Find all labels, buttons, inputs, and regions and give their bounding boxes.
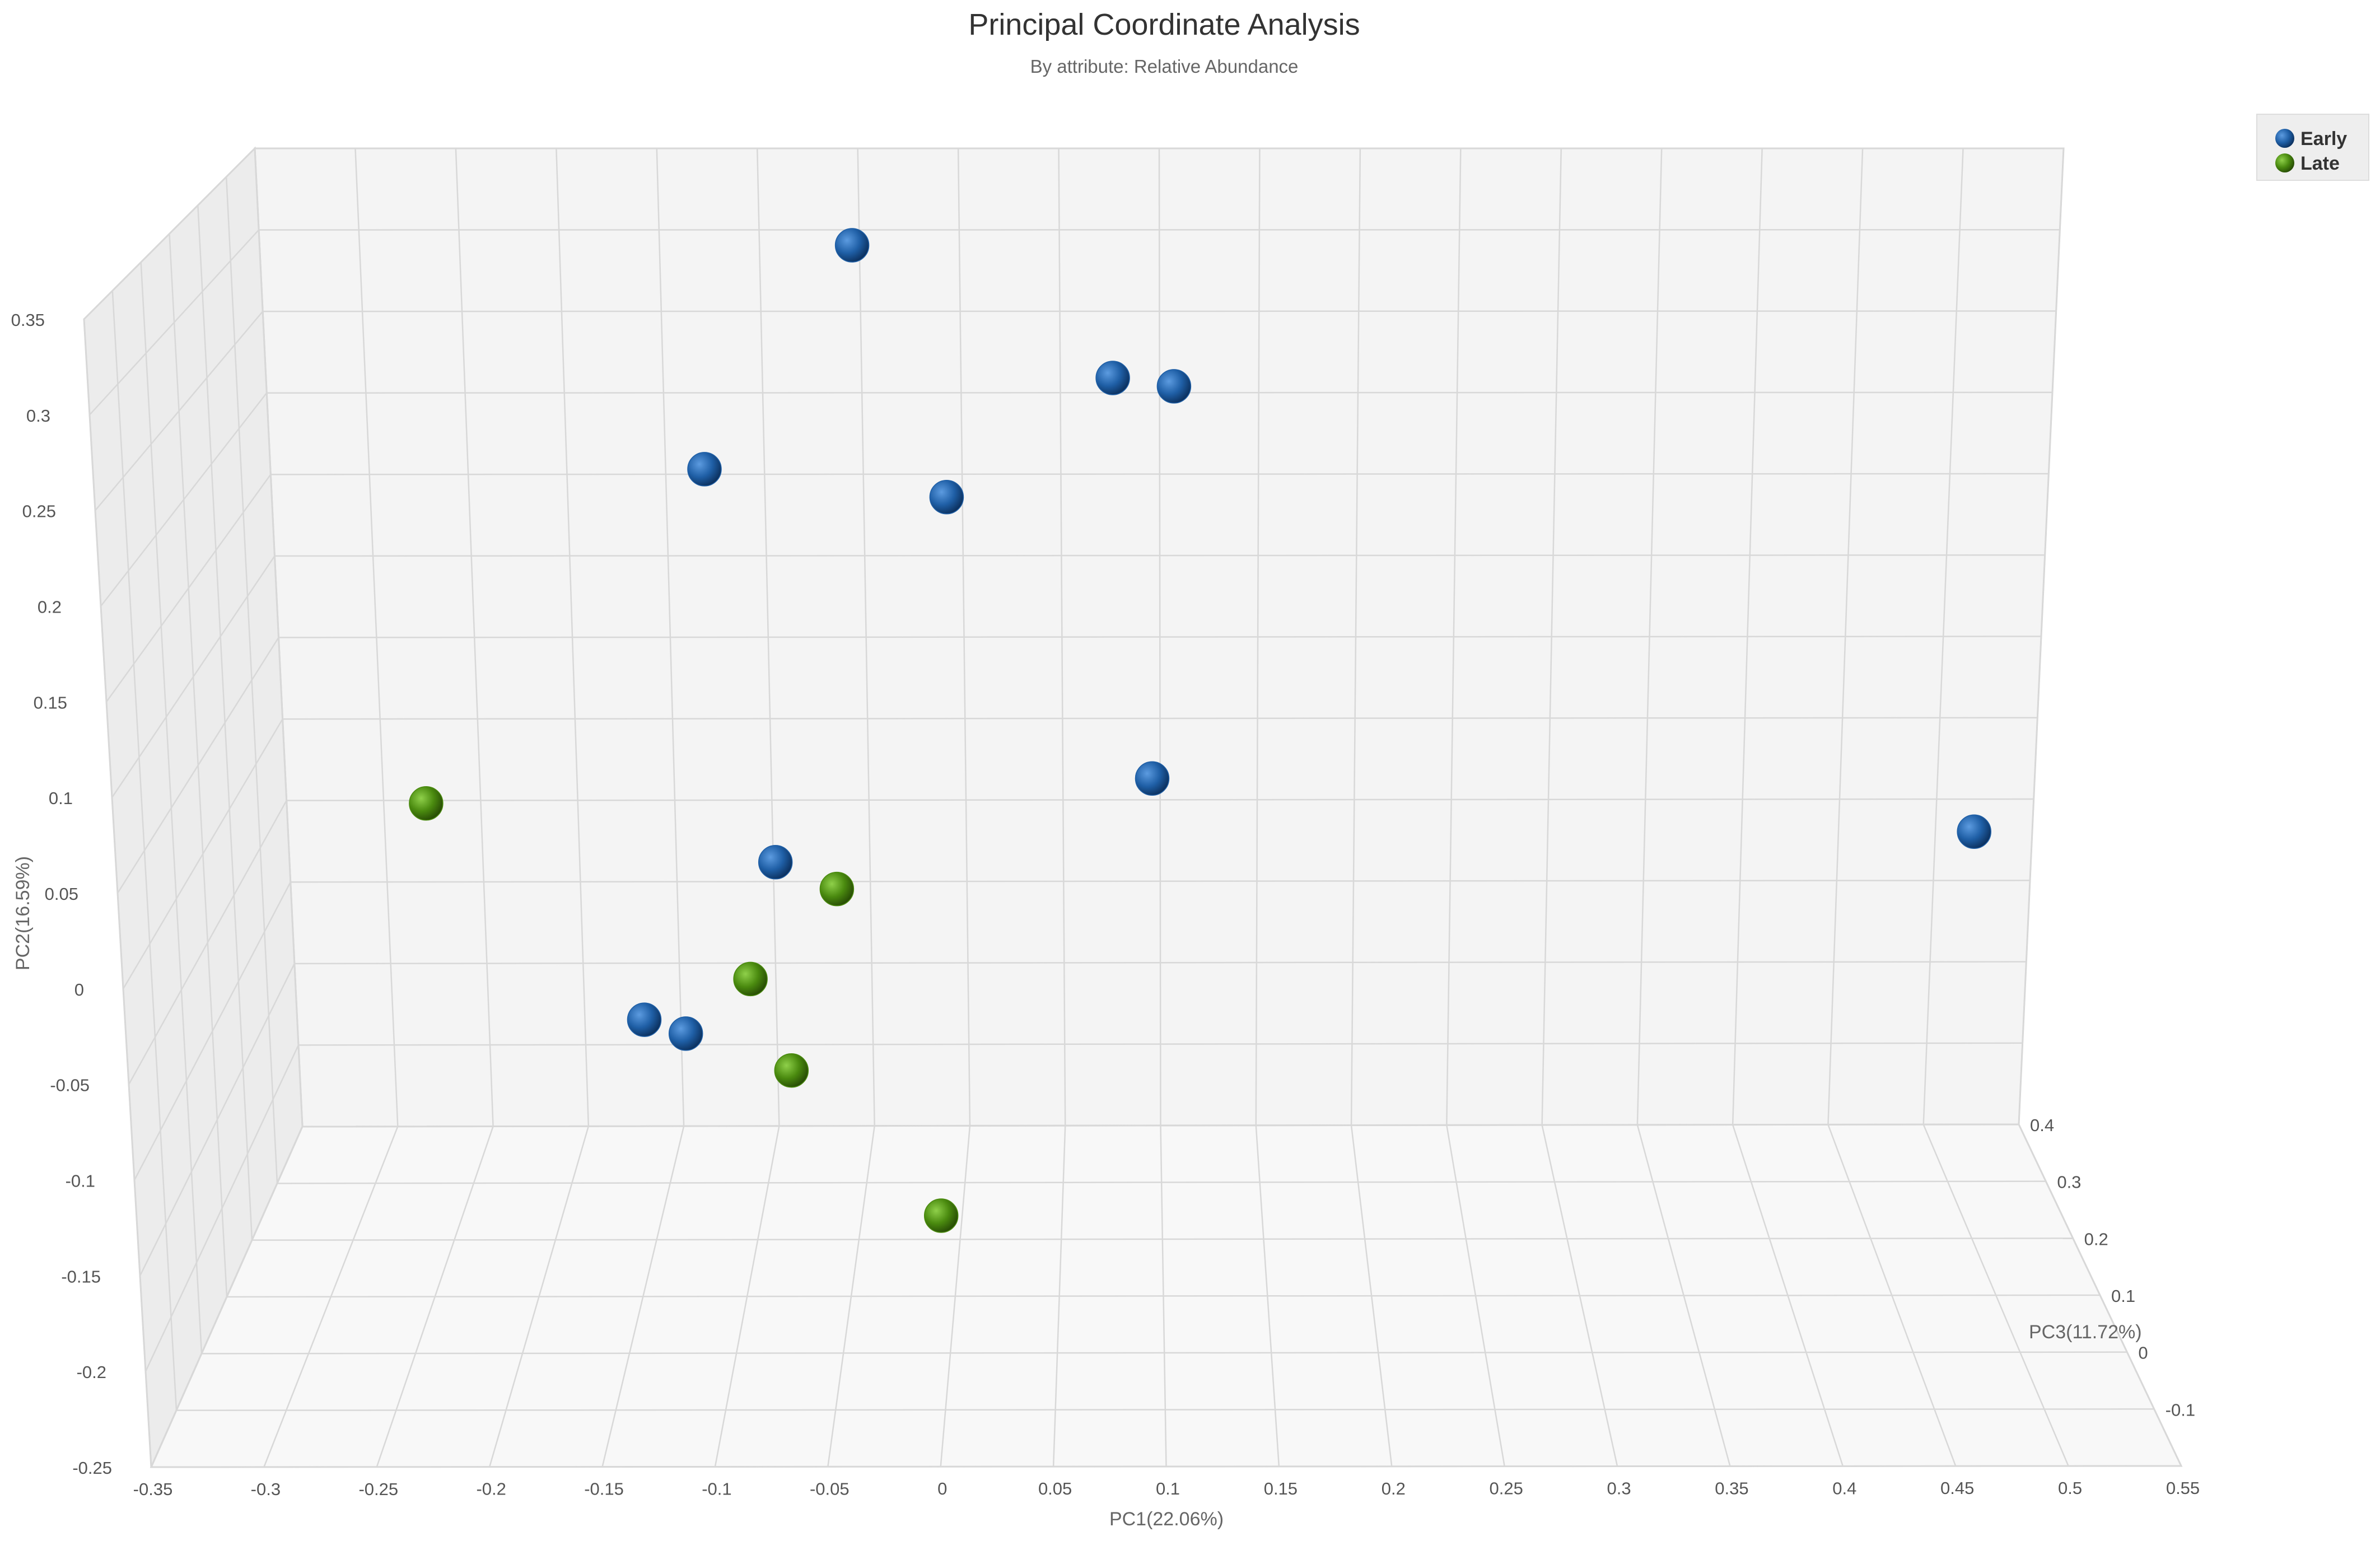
data-point-early[interactable] xyxy=(1095,361,1130,395)
y-tick-label: -0.05 xyxy=(50,1076,90,1095)
chart-subtitle: By attribute: Relative Abundance xyxy=(1030,56,1299,77)
data-point-late[interactable] xyxy=(733,961,768,997)
y-tick-label: 0.15 xyxy=(34,693,67,712)
legend-label-late[interactable]: Late xyxy=(2300,153,2340,174)
y-tick-label: -0.2 xyxy=(77,1362,106,1382)
z-axis-tick-labels: -0.1 0 0.1 0.2 0.3 0.4 xyxy=(2030,1115,2195,1419)
x-tick-label: 0.3 xyxy=(1607,1479,1631,1498)
z-tick-label: 0 xyxy=(2138,1343,2148,1363)
grid-lines xyxy=(83,147,2182,1468)
grid-line-z-side xyxy=(83,319,152,1468)
data-point-early[interactable] xyxy=(758,845,793,880)
grid-line-z-floor xyxy=(277,1180,2046,1184)
x-tick-label: -0.35 xyxy=(133,1479,173,1499)
grid-line-y-wall xyxy=(290,880,2031,883)
x-tick-label: 0.15 xyxy=(1264,1479,1298,1498)
x-tick-label: -0.25 xyxy=(358,1479,398,1499)
legend-background xyxy=(2256,114,2369,181)
grid-line-z-side xyxy=(140,262,203,1354)
data-point-early[interactable] xyxy=(834,228,870,263)
data-point-late[interactable] xyxy=(819,871,855,907)
x-tick-label: -0.1 xyxy=(702,1479,731,1498)
data-point-early[interactable] xyxy=(929,479,964,515)
grid-line-z-floor xyxy=(201,1351,2127,1355)
grid-line-y-wall xyxy=(274,554,2045,557)
data-point-late[interactable] xyxy=(409,786,444,821)
y-tick-label: 0 xyxy=(74,980,84,1000)
grid-line-y-wall xyxy=(263,310,2056,312)
z-tick-label: -0.1 xyxy=(2166,1400,2195,1419)
x-tick-label: 0.55 xyxy=(2166,1478,2200,1498)
grid-line-z-side xyxy=(254,148,304,1127)
x-tick-label: -0.15 xyxy=(584,1479,624,1499)
data-point-early[interactable] xyxy=(1957,814,1991,849)
x-axis-tick-labels: -0.35 -0.3 -0.25 -0.2 -0.15 -0.1 -0.05 0 0.05 0.1… xyxy=(133,1478,2200,1499)
x-tick-label: 0.05 xyxy=(1038,1479,1072,1498)
legend: Early Late xyxy=(2256,114,2369,181)
grid-line-z-side xyxy=(111,291,178,1411)
legend-marker-late[interactable] xyxy=(2275,153,2294,172)
legend-marker-early[interactable] xyxy=(2275,129,2294,148)
x-tick-label: 0.4 xyxy=(1832,1478,1856,1498)
y-tick-label: -0.1 xyxy=(66,1171,95,1191)
grid-line-z-side xyxy=(169,234,228,1297)
legend-label-early[interactable]: Early xyxy=(2300,128,2347,150)
y-tick-label: 0.35 xyxy=(11,310,45,330)
x-tick-label: 0.25 xyxy=(1489,1479,1523,1498)
z-axis-label: PC3(11.72%) xyxy=(2029,1321,2142,1343)
data-point-early[interactable] xyxy=(627,1002,662,1037)
y-tick-label: 0.25 xyxy=(22,502,56,521)
z-tick-label: 0.4 xyxy=(2030,1115,2054,1135)
grid-line-y-wall xyxy=(278,636,2042,638)
y-tick-label: 0.3 xyxy=(26,406,50,426)
x-tick-label: -0.05 xyxy=(810,1479,850,1498)
data-point-early[interactable] xyxy=(1135,761,1170,796)
y-axis-tick-labels: -0.25 -0.2 -0.15 -0.1 -0.05 0 0.05 0.1 0.15 0.2 0.… xyxy=(11,310,112,1478)
grid-line-y-wall xyxy=(286,798,2034,801)
grid-line-z-floor xyxy=(151,1465,2182,1468)
x-tick-label: 0.45 xyxy=(1940,1478,1974,1498)
data-point-late[interactable] xyxy=(774,1053,809,1088)
grid-line-z-side xyxy=(225,176,278,1184)
z-tick-label: 0.1 xyxy=(2111,1286,2135,1306)
data-points xyxy=(409,228,1991,1233)
chart-title: Principal Coordinate Analysis xyxy=(968,8,1360,41)
grid-line-y-wall xyxy=(298,1042,2023,1046)
y-tick-label: 0.1 xyxy=(49,788,73,808)
x-tick-label: 0.2 xyxy=(1382,1479,1406,1498)
y-tick-label: -0.15 xyxy=(61,1267,101,1286)
data-point-early[interactable] xyxy=(1156,369,1192,404)
grid-line-z-side xyxy=(197,205,253,1240)
grid-line-z-floor xyxy=(302,1123,2019,1128)
grid-line-z-floor xyxy=(176,1408,2154,1411)
x-tick-label: 0 xyxy=(937,1479,947,1498)
data-point-early[interactable] xyxy=(668,1016,703,1051)
x-axis-label: PC1(22.06%) xyxy=(1109,1509,1224,1530)
x-tick-label: 0.35 xyxy=(1715,1478,1748,1498)
grid-line-z-floor xyxy=(251,1238,2073,1241)
data-point-late[interactable] xyxy=(923,1198,959,1233)
y-tick-label: 0.2 xyxy=(38,597,62,617)
y-tick-label: 0.05 xyxy=(45,884,78,904)
x-tick-label: -0.3 xyxy=(251,1479,281,1499)
grid-line-y-wall xyxy=(282,717,2038,720)
grid-line-y-wall xyxy=(294,961,2027,965)
x-tick-label: 0.5 xyxy=(2058,1478,2082,1498)
data-point-early[interactable] xyxy=(687,452,722,487)
grid-line-z-floor xyxy=(226,1294,2101,1298)
x-tick-label: 0.1 xyxy=(1156,1479,1180,1498)
x-tick-label: -0.2 xyxy=(476,1479,506,1499)
y-tick-label: -0.25 xyxy=(72,1458,112,1478)
z-tick-label: 0.3 xyxy=(2057,1173,2081,1192)
y-axis-label: PC2(16.59%) xyxy=(12,856,34,970)
z-tick-label: 0.2 xyxy=(2084,1229,2108,1249)
